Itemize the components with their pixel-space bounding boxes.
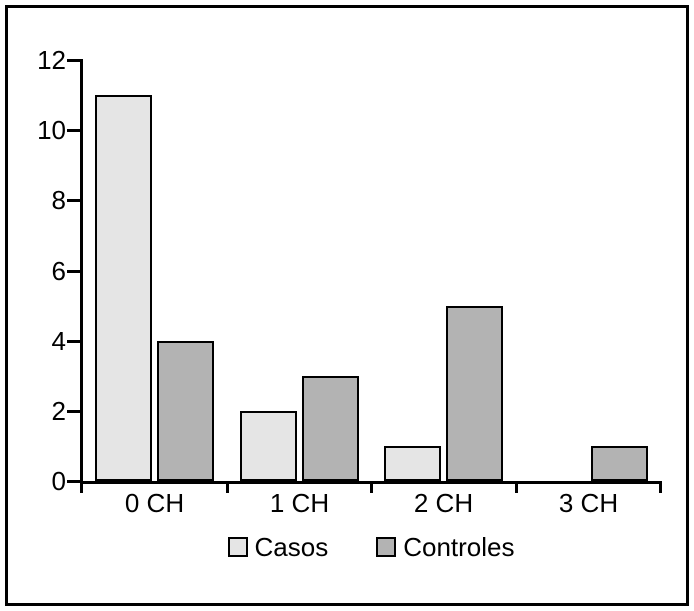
x-axis-category-label: 3 CH <box>558 488 619 518</box>
x-axis-tick <box>515 481 518 493</box>
y-axis-tick-label: 2 <box>51 396 66 426</box>
y-axis-tick-label: 4 <box>51 326 66 356</box>
bar-casos-2-ch <box>384 446 441 481</box>
y-axis-tick <box>67 199 82 202</box>
bar-casos-0-ch <box>95 95 152 481</box>
x-axis-tick <box>659 481 662 493</box>
x-axis-category-label: 1 CH <box>269 488 330 518</box>
y-axis-tick <box>67 480 82 483</box>
legend-label-controles: Controles <box>403 532 515 562</box>
bar-controles-3-ch <box>591 446 648 481</box>
legend: Casos Controles <box>82 534 660 560</box>
legend-swatch-controles <box>376 537 397 557</box>
y-axis-tick-label: 0 <box>51 466 66 496</box>
bar-controles-1-ch <box>302 376 359 481</box>
legend-item-casos: Casos <box>227 532 329 562</box>
y-axis-tick-label: 10 <box>37 115 66 145</box>
legend-swatch-casos <box>227 537 248 557</box>
y-axis-tick <box>67 270 82 273</box>
bar-controles-0-ch <box>157 341 214 481</box>
y-axis-tick-label: 6 <box>51 256 66 286</box>
y-axis-tick-label: 12 <box>37 45 66 75</box>
x-axis-tick <box>370 481 373 493</box>
legend-label-casos: Casos <box>254 532 329 562</box>
y-axis-tick <box>67 129 82 132</box>
y-axis-tick <box>67 59 82 62</box>
x-axis-tick <box>226 481 229 493</box>
chart-frame <box>5 5 689 606</box>
bar-casos-1-ch <box>240 411 297 481</box>
y-axis-tick <box>67 340 82 343</box>
x-axis-category-label: 2 CH <box>413 488 474 518</box>
legend-item-controles: Controles <box>376 534 514 560</box>
y-axis-line <box>80 59 83 493</box>
y-axis-tick-label: 8 <box>51 185 66 215</box>
x-axis-category-label: 0 CH <box>124 488 185 518</box>
y-axis-tick <box>67 410 82 413</box>
bar-controles-2-ch <box>446 306 503 481</box>
